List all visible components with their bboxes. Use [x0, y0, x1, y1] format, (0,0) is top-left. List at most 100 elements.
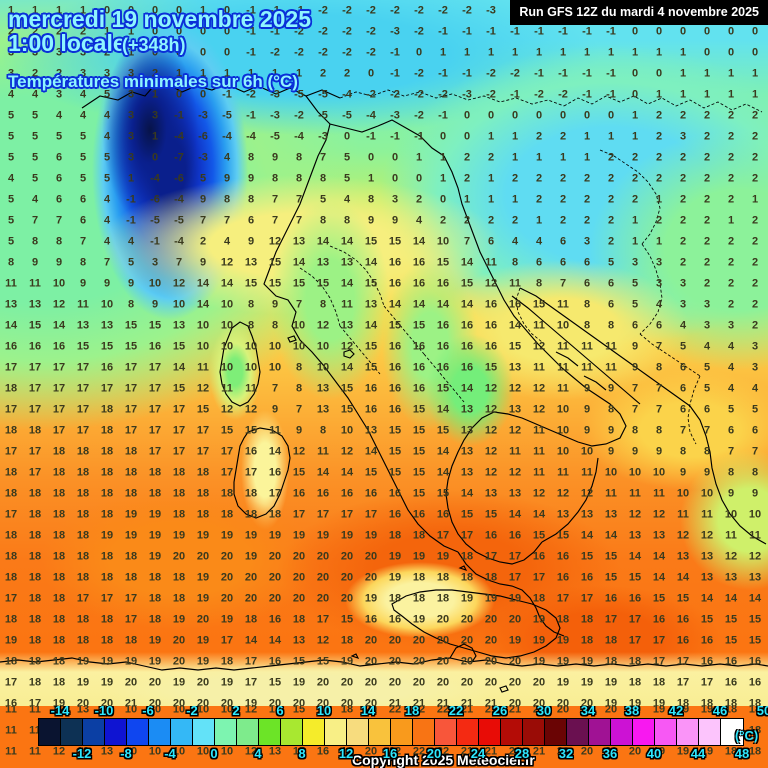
grid-value: 18 — [101, 425, 113, 437]
grid-value: 17 — [5, 446, 17, 458]
grid-value: 16 — [725, 677, 737, 689]
grid-value: 8 — [608, 320, 614, 332]
legend-bg-value: 18 — [725, 706, 737, 716]
grid-value: 16 — [269, 656, 281, 668]
grid-value: 18 — [221, 509, 233, 521]
grid-value: 18 — [77, 509, 89, 521]
grid-value: 13 — [341, 320, 353, 332]
legend-swatch — [83, 719, 105, 745]
grid-value: 8 — [608, 404, 614, 416]
grid-value: 5 — [80, 173, 86, 185]
grid-value: 1 — [680, 47, 686, 59]
grid-value: 14 — [413, 236, 425, 248]
grid-value: 20 — [389, 656, 401, 668]
legend-bg-value: 22 — [437, 706, 449, 716]
grid-value: 14 — [365, 257, 377, 269]
grid-value: 14 — [413, 299, 425, 311]
grid-value: 2 — [704, 110, 710, 122]
grid-value: 1 — [368, 173, 374, 185]
legend-swatch — [127, 719, 149, 745]
grid-value: 15 — [413, 488, 425, 500]
grid-value: 2 — [536, 131, 542, 143]
grid-value: 9 — [248, 173, 254, 185]
grid-value: -3 — [270, 89, 280, 101]
grid-value: 20 — [365, 677, 377, 689]
grid-value: 14 — [53, 320, 65, 332]
legend-bg-value: 20 — [605, 706, 617, 716]
grid-value: 1 — [128, 173, 134, 185]
legend-tick-above: 30 — [537, 706, 551, 718]
grid-value: 20 — [437, 635, 449, 647]
grid-value: 5 — [80, 131, 86, 143]
grid-value: 19 — [653, 698, 665, 710]
legend-bg-value: 18 — [749, 746, 761, 758]
grid-value: 8 — [272, 173, 278, 185]
grid-value: 14 — [653, 572, 665, 584]
grid-value: 18 — [173, 509, 185, 521]
grid-value: 2 — [464, 215, 470, 227]
grid-value: 4 — [512, 236, 518, 248]
grid-value: 16 — [485, 320, 497, 332]
grid-value: 8 — [296, 152, 302, 164]
grid-value: 2 — [728, 278, 734, 290]
grid-value: 1 — [416, 152, 422, 164]
grid-value: 18 — [629, 677, 641, 689]
legend-tick-above: 42 — [669, 706, 683, 718]
grid-value: 19 — [77, 656, 89, 668]
grid-value: 11 — [533, 425, 545, 437]
grid-value: 7 — [728, 446, 734, 458]
legend-swatch — [303, 719, 325, 745]
grid-value: 18 — [149, 614, 161, 626]
coast-sicily — [391, 589, 561, 659]
grid-value: 8 — [224, 194, 230, 206]
grid-value: 5 — [704, 383, 710, 395]
grid-value: 0 — [632, 89, 638, 101]
grid-value: 2 — [32, 26, 38, 38]
grid-value: 14 — [341, 362, 353, 374]
legend-tick-below: -4 — [164, 746, 176, 761]
grid-value: 14 — [629, 551, 641, 563]
grid-value: 20 — [461, 635, 473, 647]
legend-tick-below: 8 — [298, 746, 305, 761]
grid-value: 19 — [221, 677, 233, 689]
grid-value: 11 — [749, 530, 761, 542]
legend-bg-value: 19 — [677, 706, 689, 716]
grid-value: 19 — [341, 656, 353, 668]
grid-value: 8 — [584, 320, 590, 332]
grid-value: 2 — [656, 173, 662, 185]
grid-value: 16 — [365, 614, 377, 626]
grid-value: 2 — [512, 215, 518, 227]
grid-value: 2 — [704, 215, 710, 227]
grid-value: 16 — [485, 530, 497, 542]
grid-value: 1 — [656, 47, 662, 59]
legend-bg-value: 18 — [341, 746, 353, 758]
grid-value: 15 — [197, 404, 209, 416]
grid-value: 5 — [8, 131, 14, 143]
grid-value: 16 — [269, 614, 281, 626]
grid-value: 1 — [224, 68, 230, 80]
grid-value: -5 — [174, 215, 184, 227]
legend-bg-value: 21 — [509, 706, 521, 716]
grid-value: 18 — [5, 488, 17, 500]
grid-value: 4 — [344, 194, 350, 206]
grid-value: 10 — [221, 299, 233, 311]
grid-value: 20 — [509, 677, 521, 689]
grid-value: 6 — [56, 152, 62, 164]
grid-value: 20 — [365, 572, 377, 584]
grid-value: 4 — [728, 362, 734, 374]
grid-value: 0 — [584, 110, 590, 122]
grid-value: 1 — [128, 26, 134, 38]
grid-value: 8 — [584, 299, 590, 311]
coast-south-france — [81, 83, 341, 109]
grid-value: 9 — [608, 383, 614, 395]
grid-value: 1 — [488, 173, 494, 185]
grid-value: 16 — [53, 341, 65, 353]
grid-value: 4 — [536, 236, 542, 248]
grid-value: 2 — [56, 68, 62, 80]
grid-value: 0 — [152, 26, 158, 38]
grid-value: 19 — [245, 698, 257, 710]
grid-value: 3 — [128, 152, 134, 164]
border-swiss — [563, 95, 763, 113]
grid-value: 13 — [509, 488, 521, 500]
grid-value: 13 — [101, 320, 113, 332]
